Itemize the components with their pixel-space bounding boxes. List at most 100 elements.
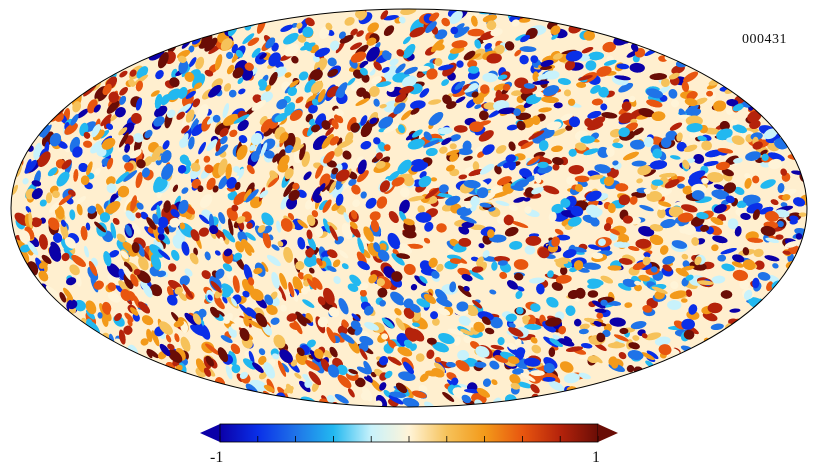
field-blob — [494, 256, 510, 263]
field-blob — [574, 175, 590, 183]
field-blob — [283, 32, 299, 45]
field-blob — [347, 77, 356, 86]
field-blob — [338, 297, 349, 315]
field-blob — [693, 153, 705, 164]
field-blob — [587, 290, 599, 298]
field-blob — [494, 165, 502, 175]
field-blob — [760, 179, 776, 189]
field-blob — [218, 212, 226, 224]
field-blob — [616, 63, 630, 70]
field-blob — [524, 245, 536, 255]
field-blob — [726, 107, 734, 115]
field-blob — [490, 344, 505, 350]
mollweide-map — [11, 9, 807, 407]
field-blob — [552, 128, 567, 137]
field-blob — [426, 349, 435, 360]
field-blob — [682, 185, 693, 195]
field-blob — [279, 272, 288, 290]
field-blob — [276, 220, 282, 233]
field-blob — [515, 34, 528, 41]
field-blob — [660, 137, 672, 148]
field-blob — [338, 250, 349, 259]
field-blob — [639, 204, 654, 212]
field-blob — [85, 300, 97, 315]
field-blob — [733, 186, 745, 195]
field-blob — [559, 266, 568, 276]
field-blob — [90, 140, 105, 154]
field-blob — [280, 362, 290, 373]
field-blob — [478, 130, 494, 142]
field-blob — [739, 279, 750, 290]
field-blob — [711, 244, 719, 252]
field-blob — [28, 211, 33, 229]
field-blob — [657, 208, 666, 219]
field-blob — [245, 232, 256, 241]
field-blob — [668, 88, 678, 99]
field-blob — [247, 319, 263, 329]
field-blob — [603, 176, 615, 187]
field-blob — [538, 247, 550, 259]
field-blob — [106, 100, 120, 114]
field-blob — [669, 155, 681, 160]
field-blob — [341, 222, 353, 240]
colorbar-max-extend-arrow — [598, 424, 618, 442]
field-blob — [295, 96, 304, 104]
field-blob — [298, 18, 309, 34]
field-blob — [265, 84, 272, 92]
field-blob — [775, 234, 784, 240]
field-blob — [563, 372, 580, 384]
field-blob — [138, 256, 149, 271]
field-blob — [412, 310, 422, 322]
field-blob — [171, 311, 180, 323]
field-blob — [349, 274, 362, 287]
field-blob — [403, 263, 416, 275]
field-blob — [387, 232, 401, 250]
field-blob — [742, 194, 761, 205]
field-blob — [467, 28, 485, 37]
field-blob — [398, 371, 416, 382]
colorbar — [200, 423, 618, 443]
field-blob — [609, 317, 626, 327]
field-blob — [284, 102, 296, 116]
field-blob — [76, 203, 83, 216]
field-blob — [565, 124, 573, 131]
field-blob — [524, 187, 535, 198]
field-blob — [218, 175, 228, 190]
field-blob — [140, 211, 149, 220]
field-blob — [218, 158, 228, 176]
colorbar-min-extend-arrow — [200, 424, 220, 442]
field-blob — [146, 348, 160, 359]
field-blob — [85, 309, 96, 320]
field-blob — [286, 313, 298, 322]
field-blob — [541, 96, 559, 104]
field-blob — [311, 210, 319, 218]
field-blob — [246, 307, 258, 319]
field-blob — [261, 261, 269, 272]
field-blob — [308, 267, 315, 274]
field-blob — [753, 248, 764, 258]
field-blob — [326, 265, 337, 272]
field-blob — [468, 65, 480, 74]
field-blob — [414, 275, 427, 287]
field-blob — [146, 328, 153, 343]
field-blob — [266, 304, 278, 315]
field-blob — [618, 352, 627, 360]
field-blob — [729, 308, 741, 313]
field-blob — [512, 368, 524, 375]
field-blob — [645, 332, 662, 341]
field-blob — [199, 194, 213, 209]
colorbar-max-label: 1 — [592, 449, 600, 466]
field-blob — [140, 338, 149, 346]
field-blob — [350, 28, 358, 36]
field-blob — [83, 140, 93, 148]
field-blob — [744, 173, 751, 179]
field-blob — [551, 203, 564, 214]
field-blob — [189, 57, 197, 68]
field-blob — [428, 99, 442, 105]
field-blob — [189, 117, 200, 134]
field-blob — [303, 171, 312, 181]
field-blob — [496, 145, 507, 154]
field-blob — [449, 143, 457, 150]
field-blob — [335, 41, 345, 54]
field-blob — [215, 138, 222, 152]
